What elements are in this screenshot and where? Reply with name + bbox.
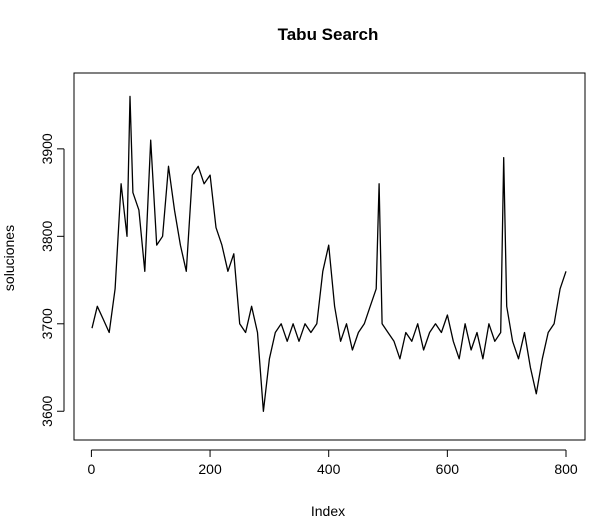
x-tick-label: 800 [554, 461, 578, 477]
y-tick-label: 3600 [39, 395, 55, 426]
y-tick-label: 3700 [39, 308, 55, 339]
x-tick-label: 0 [88, 461, 96, 477]
x-tick-label: 200 [198, 461, 222, 477]
x-tick-label: 600 [436, 461, 460, 477]
x-axis: 0 200 400 600 800 [88, 449, 578, 477]
series-line [91, 95, 567, 412]
y-tick-label: 3800 [39, 221, 55, 252]
y-axis-label: soluciones [1, 225, 17, 291]
series-layer [91, 95, 567, 412]
x-tick-label: 400 [317, 461, 341, 477]
plot-frame [73, 72, 586, 441]
x-axis-label: Index [311, 503, 345, 519]
chart-title: Tabu Search [278, 25, 379, 44]
y-tick-label: 3900 [39, 133, 55, 164]
y-axis: 3600 3700 3800 3900 [39, 133, 65, 427]
